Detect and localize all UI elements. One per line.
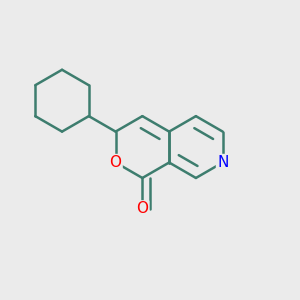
Text: N: N [217, 155, 228, 170]
Text: O: O [110, 155, 122, 170]
Text: O: O [136, 201, 148, 216]
